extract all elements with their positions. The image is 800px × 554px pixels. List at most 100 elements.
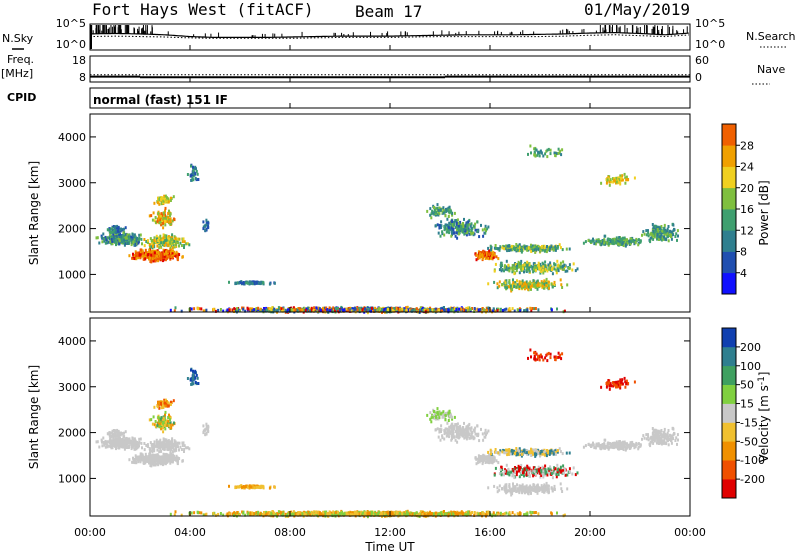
power-cell <box>158 246 161 250</box>
velocity-cell <box>192 373 195 377</box>
velocity-cell <box>148 456 151 460</box>
power-cell <box>169 219 172 223</box>
power-colorbar-swatch <box>722 272 736 295</box>
power-cell <box>519 281 522 285</box>
power-cell <box>498 248 501 252</box>
velocity-cell <box>132 444 135 448</box>
power-cell <box>214 309 217 313</box>
power-cell <box>128 236 131 240</box>
power-cell <box>176 257 179 261</box>
power-cell <box>549 148 552 152</box>
power-cell <box>207 221 210 225</box>
velocity-cell <box>107 440 109 444</box>
power-cell <box>148 252 151 256</box>
power-cell <box>159 219 162 223</box>
velocity-cell <box>144 452 147 456</box>
velocity-cell <box>181 444 184 447</box>
power-cell <box>202 220 205 224</box>
power-cell <box>429 207 432 211</box>
power-cell <box>154 220 157 224</box>
power-cell <box>607 177 610 181</box>
power-cell <box>372 309 375 313</box>
nave-ytick-high: 60 <box>695 54 709 67</box>
power-cell <box>120 238 123 242</box>
power-cell <box>228 280 230 284</box>
velocity-cell <box>163 398 166 402</box>
velocity-cell <box>175 447 177 451</box>
power-cell <box>517 260 520 264</box>
power-cell <box>643 232 646 236</box>
power-cell <box>663 233 666 237</box>
power-cell <box>130 240 133 243</box>
velocity-cell <box>133 437 136 441</box>
power-cell <box>312 309 315 312</box>
power-cell <box>156 219 159 223</box>
velocity-cell <box>171 437 174 441</box>
velocity-cell <box>116 442 119 446</box>
power-cell <box>618 236 621 239</box>
velocity-cell <box>169 416 172 420</box>
power-cell <box>494 309 497 313</box>
velocity-cell <box>125 444 128 448</box>
power-cell <box>463 228 466 231</box>
velocity-cell <box>118 443 121 447</box>
velocity-cell <box>136 458 139 462</box>
velocity-cell <box>205 422 208 426</box>
power-cell <box>100 236 103 240</box>
power-cell <box>517 263 520 266</box>
power-cell <box>557 264 560 268</box>
velocity-cell <box>153 423 156 427</box>
power-cell <box>493 269 496 273</box>
power-cell <box>509 309 512 313</box>
power-cell <box>538 154 541 158</box>
power-cell <box>132 252 134 256</box>
power-cell <box>574 269 577 273</box>
freq-ytick-low: 8 <box>79 71 86 84</box>
power-cell <box>652 234 655 238</box>
power-cell <box>181 237 184 241</box>
power-cell <box>526 260 529 264</box>
power-cell <box>147 253 150 256</box>
power-cell <box>307 306 310 310</box>
power-cell <box>275 309 278 313</box>
power-cell <box>157 239 160 242</box>
velocity-cell <box>153 458 156 462</box>
power-colorbar-tick-label: 24 <box>740 161 754 174</box>
power-cell <box>180 244 183 247</box>
velocity-cell <box>118 439 121 443</box>
velocity-cell <box>171 458 174 462</box>
power-cell <box>506 286 509 290</box>
power-cell <box>523 270 525 274</box>
power-cell <box>622 236 624 240</box>
velocity-cell <box>154 460 156 464</box>
velocity-cell <box>149 464 152 467</box>
power-cell <box>464 229 467 233</box>
power-cell <box>139 250 142 254</box>
power-cell <box>482 308 485 312</box>
power-cell <box>645 233 648 237</box>
power-cell <box>319 308 322 312</box>
power-cell <box>520 286 523 290</box>
power-cell <box>118 232 121 236</box>
power-cell <box>544 260 547 264</box>
power-cell <box>270 308 273 312</box>
power-cell <box>133 254 136 257</box>
power-cell <box>556 264 559 268</box>
power-cell <box>541 268 544 272</box>
power-cell <box>676 238 678 242</box>
power-cell <box>488 249 491 253</box>
power-cell <box>468 232 471 236</box>
power-cell <box>563 267 566 271</box>
power-cell <box>521 264 524 268</box>
power-cell <box>239 309 241 313</box>
power-cell <box>493 280 496 284</box>
velocity-cell <box>164 427 167 431</box>
power-cell <box>432 206 435 209</box>
power-cell <box>434 309 437 313</box>
power-cell <box>536 153 539 157</box>
power-cell <box>481 228 484 232</box>
power-cell <box>592 239 595 243</box>
velocity-cell <box>171 460 174 464</box>
power-cell <box>625 178 628 181</box>
power-cell <box>337 306 339 310</box>
